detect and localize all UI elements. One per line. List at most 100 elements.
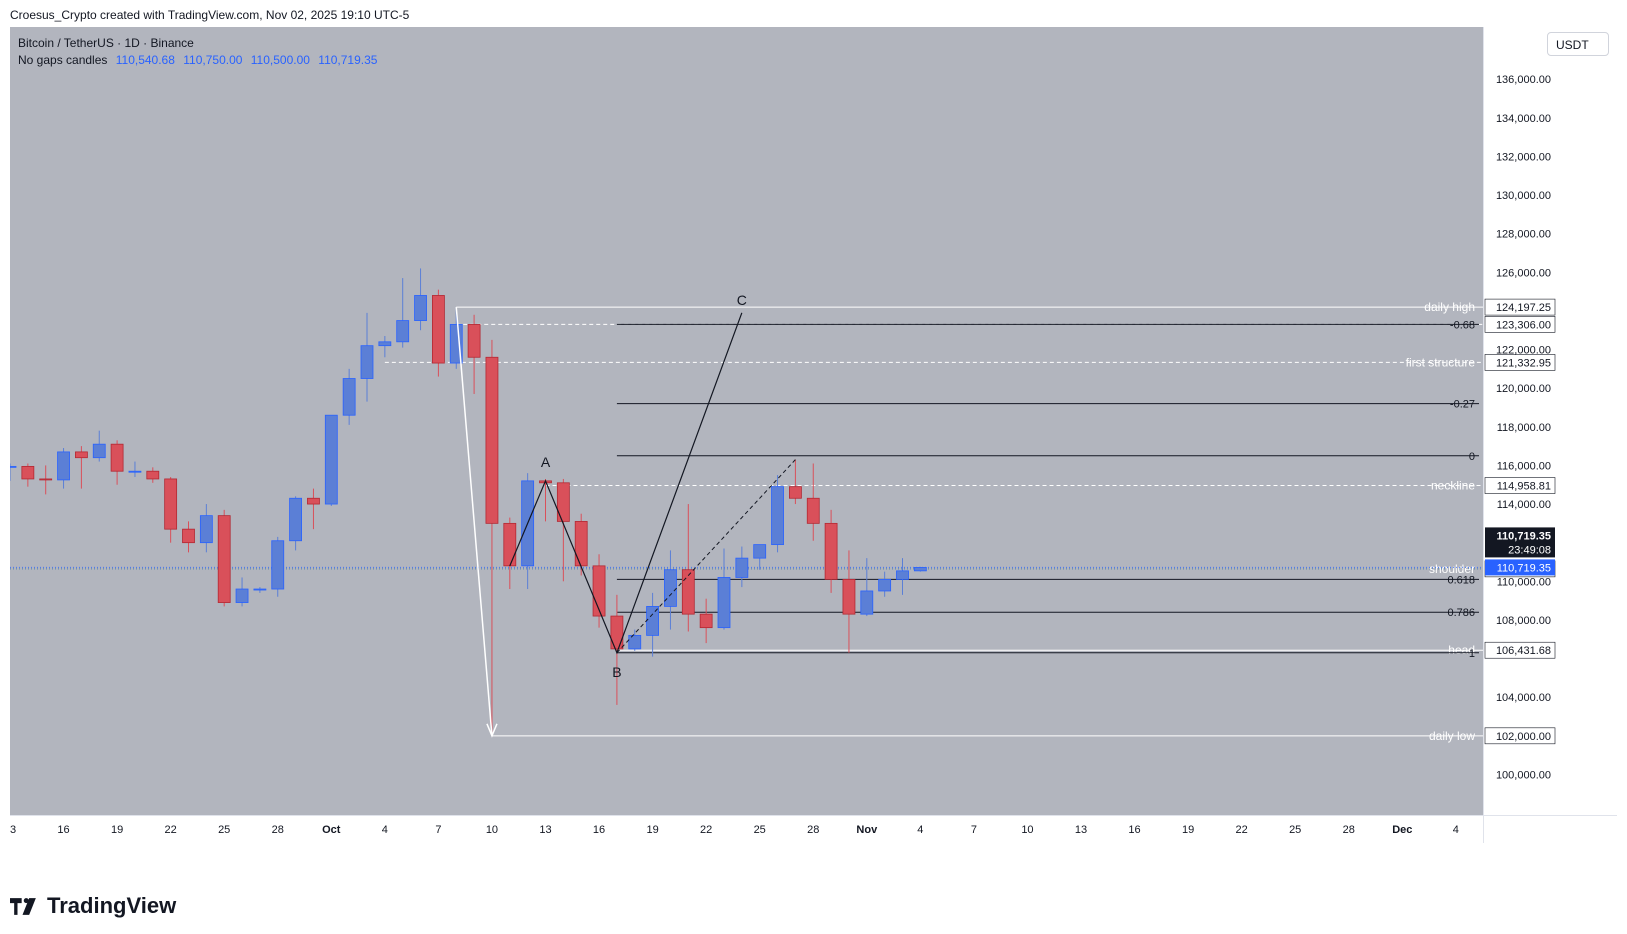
candle-body <box>628 634 642 650</box>
time-tick-label: 4 <box>382 824 388 836</box>
price-axis-background[interactable] <box>1483 27 1617 815</box>
chart-frame[interactable]: daily high first structure neckline shoulde… <box>10 27 1617 873</box>
fib-label: -0.68 <box>1450 319 1475 331</box>
candle-body <box>503 522 517 567</box>
candle-body <box>485 356 499 524</box>
tradingview-logo: TradingView <box>10 893 176 919</box>
time-tick-label: 10 <box>486 824 498 836</box>
tradingview-logo-icon <box>10 897 36 915</box>
time-tick-label: 28 <box>272 824 284 836</box>
candle-body <box>199 515 213 544</box>
candle-body <box>681 569 695 615</box>
candle-body <box>556 482 570 522</box>
price-tick-label: 122,000.00 <box>1496 345 1551 357</box>
time-tick-label: 4 <box>917 824 923 836</box>
price-tick-label: 118,000.00 <box>1497 422 1551 434</box>
close-value: 110,719.35 <box>318 53 378 67</box>
candle-body <box>128 470 142 473</box>
time-tick-label: Nov <box>856 824 878 836</box>
level-axis-tag <box>1484 477 1556 494</box>
candle-body <box>771 486 784 546</box>
candle-body <box>824 522 838 580</box>
candle-body <box>449 324 463 364</box>
candle-body <box>878 578 892 592</box>
level-axis-tag <box>1484 641 1556 659</box>
price-tick-label: 130,000.00 <box>1496 190 1551 202</box>
price-chart[interactable]: daily high first structure neckline shoulde… <box>10 27 1617 873</box>
time-axis-background[interactable] <box>10 815 1483 843</box>
level-axis-label: 114,958.81 <box>1497 481 1551 493</box>
level-axis-tag <box>1484 354 1556 371</box>
candle-body <box>360 345 374 379</box>
level-axis-label: 121,332.95 <box>1496 357 1551 369</box>
wave-label-b: B <box>612 664 621 680</box>
candle-body <box>610 615 624 650</box>
time-tick-label: 22 <box>1236 824 1248 836</box>
brand-name: TradingView <box>47 893 177 918</box>
time-tick-label: 25 <box>1289 824 1301 836</box>
last-close-label: 110,719.35 <box>1497 530 1551 542</box>
candle-body <box>735 557 749 578</box>
candle-body <box>789 486 802 499</box>
plot-background <box>10 27 1483 815</box>
time-tick-label: 13 <box>539 824 551 836</box>
candle-body <box>842 578 856 615</box>
currency-button[interactable]: USDT <box>1547 32 1609 56</box>
candle-body <box>21 465 35 480</box>
level-label: neckline <box>1431 479 1475 493</box>
time-tick-label: 7 <box>971 824 977 836</box>
price-tick-label: 108,000.00 <box>1496 615 1551 627</box>
time-tick-label: 28 <box>807 824 819 836</box>
candle-body <box>271 540 285 590</box>
candle-body <box>217 515 231 603</box>
time-tick-label: 16 <box>593 824 605 836</box>
candle-body <box>467 324 481 358</box>
fib-label: 0.618 <box>1447 574 1475 586</box>
time-tick-label: 13 <box>10 824 16 836</box>
current-price-tag <box>1485 559 1555 576</box>
candle-body <box>235 588 249 603</box>
level-label: shoulder <box>1429 562 1475 576</box>
time-tick-label: Dec <box>1392 824 1412 836</box>
level-axis-tag <box>1484 298 1556 316</box>
time-tick-label: 16 <box>57 824 69 836</box>
symbol-title[interactable]: Bitcoin / TetherUS · 1D · Binance <box>18 36 194 50</box>
candle-body <box>717 577 731 629</box>
attribution-text: Croesus_Crypto created with TradingView.… <box>10 8 410 22</box>
candle-body <box>664 569 677 607</box>
chart-legend: Bitcoin / TetherUS · 1D · Binance No gap… <box>18 35 377 69</box>
price-tick-label: 132,000.00 <box>1496 151 1551 163</box>
countdown-box <box>1485 527 1555 558</box>
candle-body <box>324 414 338 505</box>
level-axis-label: 102,000.00 <box>1496 731 1551 743</box>
time-tick-label: 22 <box>165 824 177 836</box>
candle-body <box>57 451 70 481</box>
fib-label: -0.27 <box>1450 399 1475 411</box>
level-label: daily high <box>1424 300 1475 314</box>
wave-label-a: A <box>541 454 551 470</box>
candle-body <box>378 341 392 347</box>
time-tick-label: Oct <box>322 824 341 836</box>
candle-type-label: No gaps candles <box>18 53 108 67</box>
time-tick-label: 28 <box>1343 824 1355 836</box>
candle-body <box>414 295 427 321</box>
level-label: first structure <box>1406 355 1476 369</box>
candle-body <box>431 295 445 364</box>
candle-body <box>574 521 588 567</box>
ohlc-row: No gaps candles 110,540.68 110,750.00 11… <box>18 52 377 69</box>
candle-body <box>164 478 178 530</box>
time-tick-label: 22 <box>700 824 712 836</box>
wave-projection <box>616 459 796 654</box>
price-tick-label: 136,000.00 <box>1496 74 1551 86</box>
current-price-label: 110,719.35 <box>1497 562 1551 574</box>
price-tick-label: 100,000.00 <box>1496 769 1551 781</box>
high-value: 110,750.00 <box>183 53 243 67</box>
fib-label: 1 <box>1469 648 1475 660</box>
level-label: daily low <box>1429 729 1475 743</box>
price-tick-label: 120,000.00 <box>1496 383 1551 395</box>
time-tick-label: 19 <box>646 824 658 836</box>
level-axis-label: 123,306.00 <box>1496 319 1551 331</box>
time-tick-label: 13 <box>1075 824 1087 836</box>
candle-body <box>182 528 195 544</box>
candle-body <box>10 465 17 468</box>
